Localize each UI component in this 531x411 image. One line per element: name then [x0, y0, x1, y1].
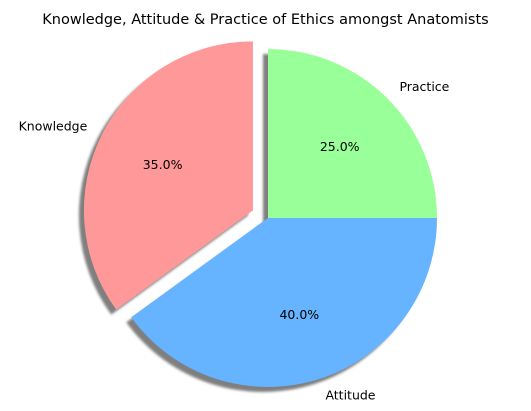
- slice-percent-label-attitude: 40.0%: [279, 307, 319, 322]
- slice-percent-label-knowledge: 35.0%: [143, 157, 183, 172]
- slice-category-label-knowledge: Knowledge: [19, 118, 88, 133]
- chart-title: Knowledge, Attitude & Practice of Ethics…: [42, 12, 489, 28]
- pie-slice-knowledge: [83, 41, 253, 310]
- slice-category-label-practice: Practice: [399, 79, 449, 94]
- pie-slice-practice: [268, 49, 437, 218]
- pie-slice-attitude: [131, 218, 437, 387]
- slice-category-label-attitude: Attitude: [325, 387, 375, 402]
- slice-percent-label-practice: 25.0%: [320, 139, 360, 154]
